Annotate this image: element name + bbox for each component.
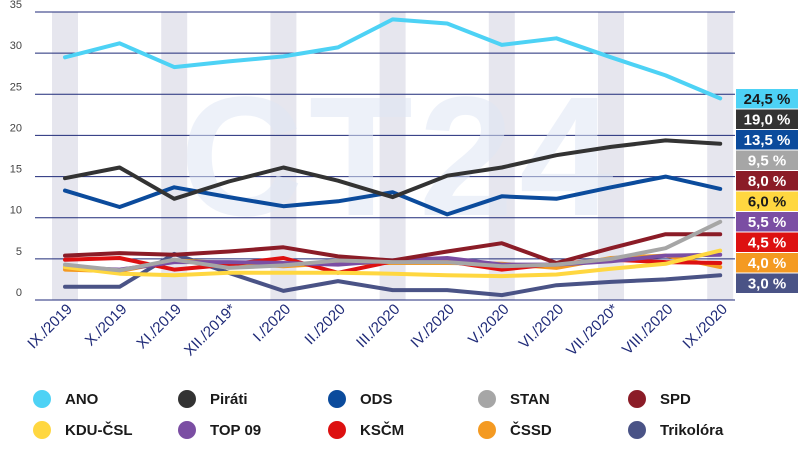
final-label-bg-ANO [736, 89, 798, 109]
final-label-bg-ODS [736, 130, 798, 150]
final-label-SPD: 8,0 % [748, 173, 786, 190]
legend-label: ANO [65, 390, 99, 408]
x-tick-label: VI./2020 [516, 301, 568, 353]
final-label-bg-TOP 09 [736, 212, 798, 232]
legend-swatch [478, 390, 496, 408]
series-line-KDU-ČSL [63, 248, 723, 279]
final-label-bg-KDU-ČSL [736, 191, 798, 211]
x-tick-label: II./2020 [301, 301, 348, 348]
legend-label: ODS [360, 390, 393, 408]
final-label-Piráti: 19,0 % [744, 112, 791, 129]
x-tick-label: V./2020 [465, 301, 513, 349]
y-tick-label: 30 [10, 40, 22, 52]
final-label-bg-Piráti [736, 109, 798, 129]
legend-item: ODS [328, 388, 393, 410]
legend-label: ČSSD [510, 421, 552, 439]
legend-label: KSČM [360, 421, 405, 439]
band-0 [52, 12, 78, 300]
legend-swatch [33, 421, 51, 439]
background-bands [52, 12, 734, 300]
final-label-bg-SPD [736, 171, 798, 191]
series-line-ODS [63, 174, 723, 217]
legend-item: STAN [478, 388, 550, 410]
legend-swatch [628, 390, 646, 408]
legend-label: TOP 09 [210, 421, 262, 439]
legend-item: Piráti [178, 388, 248, 410]
y-axis: 0 5 10 15 20 25 30 35 [10, 0, 22, 299]
legend-swatch [178, 390, 196, 408]
legend-swatch [178, 421, 196, 439]
y-tick-label: 15 [10, 164, 22, 176]
y-tick-label: 20 [10, 122, 22, 134]
legend-item: ČSSD [478, 419, 552, 441]
series-line-STAN [63, 219, 723, 273]
x-tick-label: XI./2019 [133, 301, 185, 353]
legend-label: SPD [660, 390, 691, 408]
legend-swatch [328, 390, 346, 408]
legend-item: KSČM [328, 419, 404, 441]
y-tick-label: 25 [10, 81, 22, 93]
x-tick-label: VII./2020* [563, 301, 622, 360]
final-label-KSČM: 4,5 % [748, 235, 786, 252]
final-value-labels: 24,5 % 19,0 % 13,5 % 9,5 % 8,0 % 6,0 % 5,5 % 4,… [736, 89, 798, 293]
y-tick-label: 35 [10, 0, 22, 11]
final-label-ODS: 13,5 % [744, 132, 791, 149]
band-8 [488, 12, 515, 300]
legend-item: SPD [628, 388, 691, 410]
legend-swatch [328, 421, 346, 439]
legend-label: Trikolóra [660, 421, 724, 439]
y-tick-label: 10 [10, 205, 22, 217]
x-tick-label: IX./2019 [24, 301, 76, 353]
series-lines [63, 17, 723, 298]
legend-swatch [478, 421, 496, 439]
band-6 [379, 12, 406, 300]
x-tick-label: VIII./2020 [619, 301, 676, 358]
legend-item: ANO [33, 388, 98, 410]
legend-label: STAN [510, 390, 550, 408]
legend-swatch [628, 421, 646, 439]
legend-label: KDU-ČSL [65, 421, 133, 439]
final-label-bg-ČSSD [736, 253, 798, 273]
final-label-STAN: 9,5 % [748, 153, 786, 170]
final-label-ČSSD: 4,0 % [748, 255, 786, 272]
x-tick-label: XII./2019* [181, 301, 240, 360]
legend-item: TOP 09 [178, 419, 261, 441]
final-label-bg-KSČM [736, 232, 798, 252]
x-tick-label: III./2020 [353, 301, 403, 351]
final-label-TOP 09: 5,5 % [748, 214, 786, 231]
y-tick-label: 0 [16, 287, 22, 299]
x-tick-label: IV./2020 [407, 301, 458, 352]
y-tick-label: 5 [16, 246, 22, 258]
final-label-Trikolóra: 3,0 % [748, 276, 786, 293]
final-label-bg-STAN [736, 150, 798, 170]
x-tick-label: I./2020 [250, 301, 294, 345]
final-label-bg-Trikolóra [736, 273, 798, 293]
legend-label: Piráti [210, 390, 248, 408]
final-label-KDU-ČSL: 6,0 % [748, 194, 786, 211]
legend: ANO Piráti ODS STAN SPD KDU-ČSL TOP 09 KSČM ČSSD… [0, 382, 800, 449]
x-tick-label: X./2019 [82, 301, 131, 350]
series-line-ANO [63, 17, 723, 101]
final-label-ANO: 24,5 % [744, 91, 791, 108]
legend-item: KDU-ČSL [33, 419, 133, 441]
band-4 [270, 12, 297, 300]
legend-swatch [33, 390, 51, 408]
legend-item: Trikolóra [628, 419, 723, 441]
x-tick-label: IX./2020 [679, 301, 731, 353]
series-line-Piráti [63, 138, 723, 201]
